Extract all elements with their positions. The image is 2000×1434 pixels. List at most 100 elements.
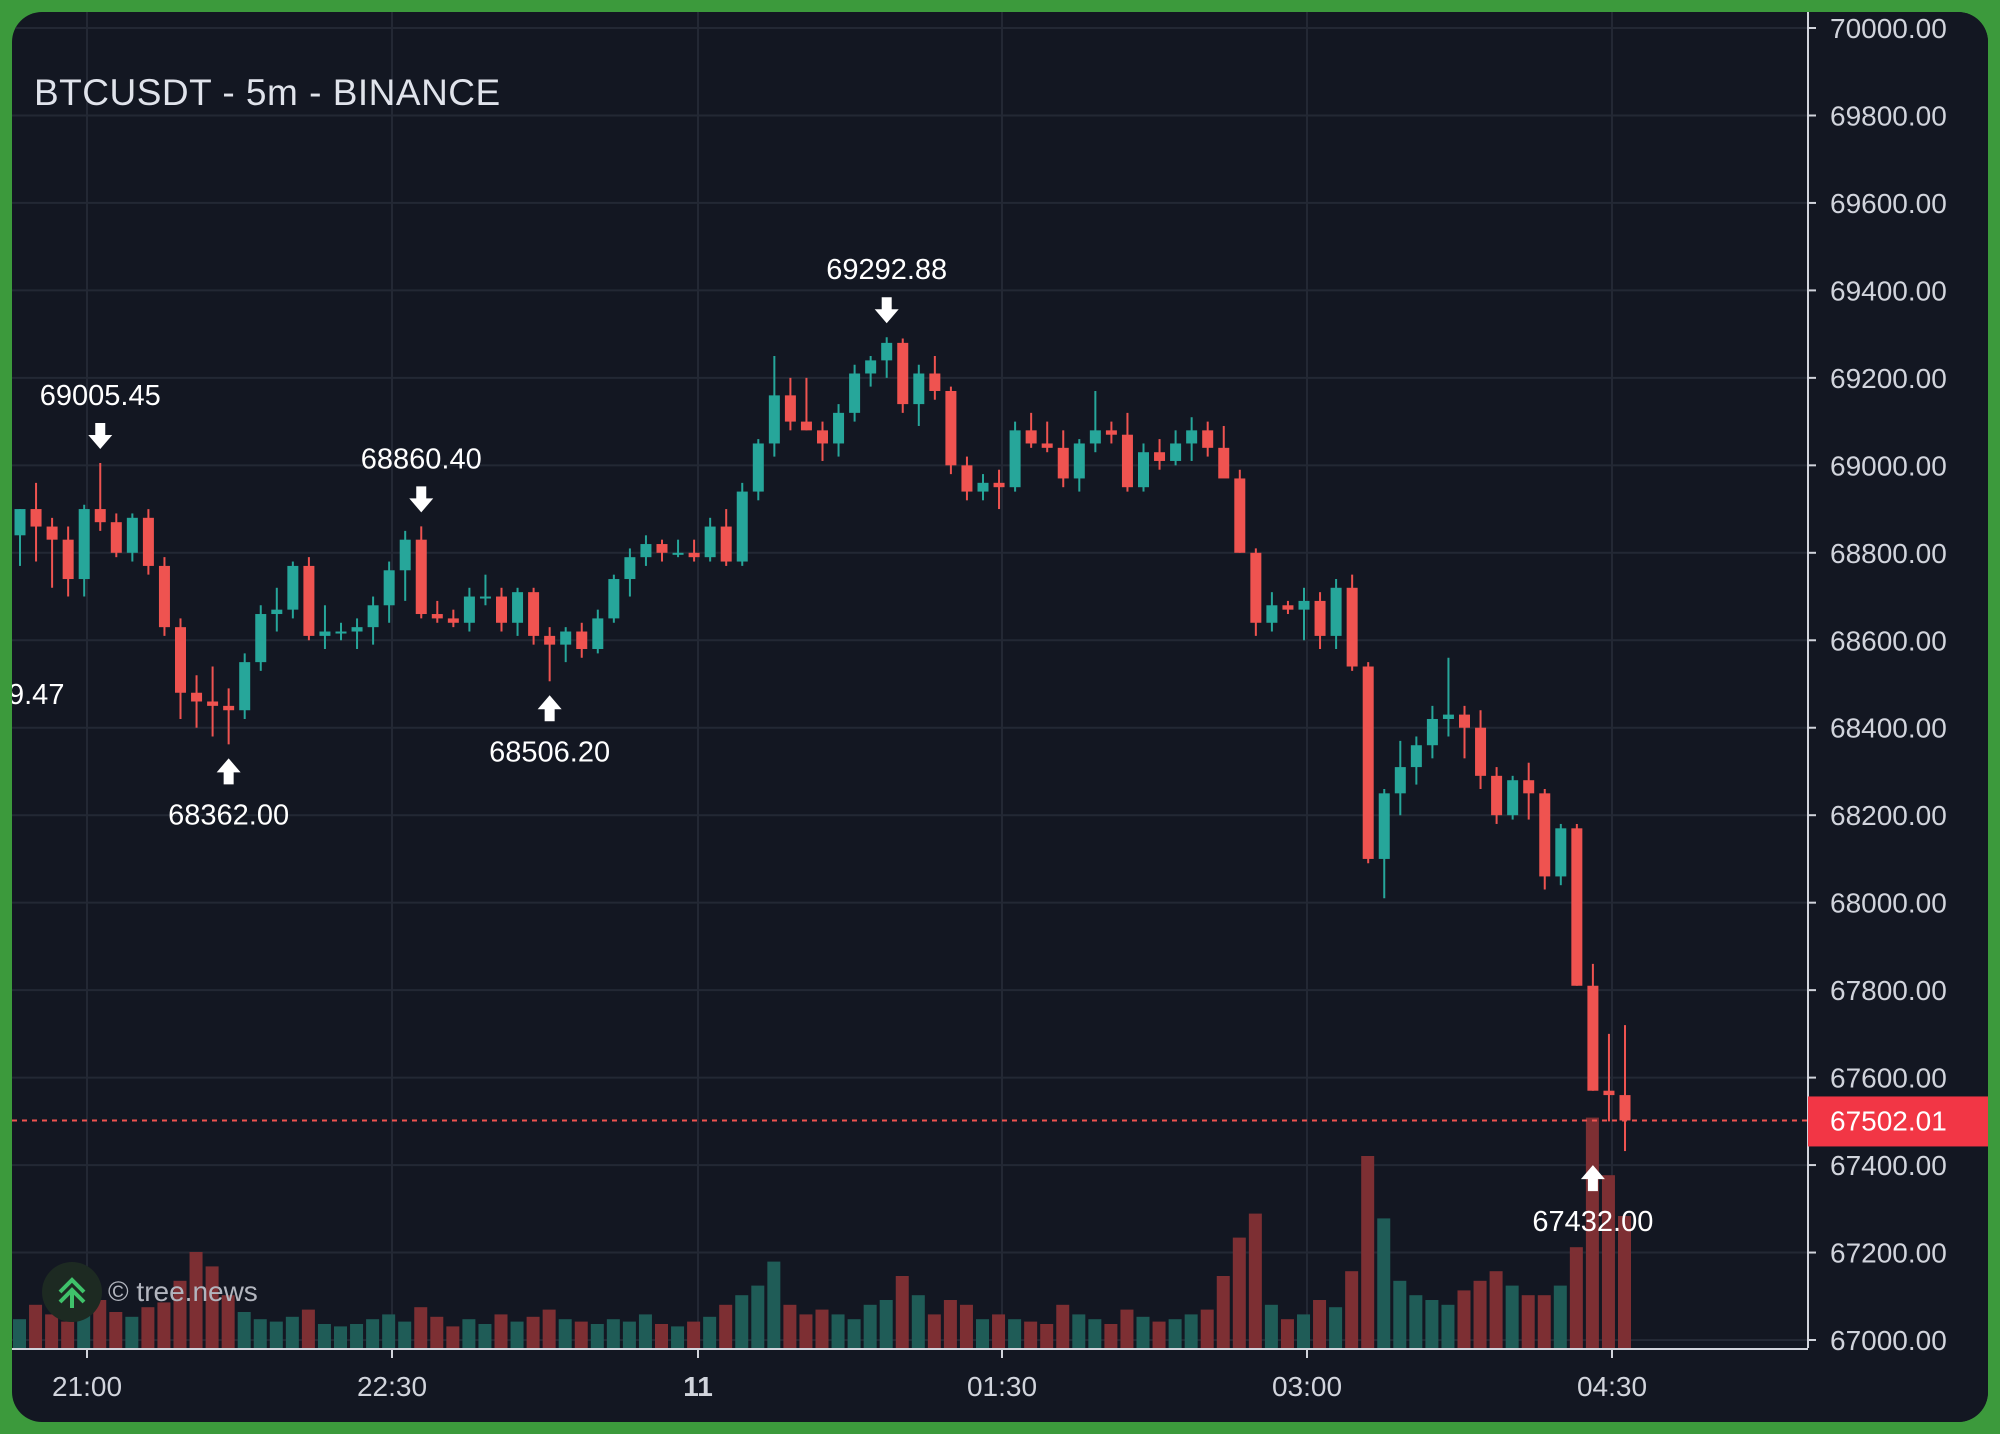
candle-body — [784, 395, 796, 422]
candle-body — [351, 627, 363, 632]
candle-body — [255, 614, 267, 663]
candle-body — [319, 631, 331, 636]
volume-bar — [478, 1324, 492, 1348]
candle-body — [1057, 447, 1069, 479]
annotation-label: 67432.00 — [1532, 1206, 1653, 1238]
candle-body — [624, 557, 636, 580]
candle-body — [399, 539, 411, 571]
volume-bar — [382, 1314, 396, 1348]
volume-bar — [671, 1326, 685, 1348]
candlestick-chart[interactable]: 69005.45 68362.00 68860.40 68506.20 69292.88… — [12, 12, 1988, 1422]
price-tick-label: 67200.00 — [1830, 1238, 1947, 1269]
volume-bar — [1457, 1290, 1471, 1348]
volume-bar — [1184, 1314, 1198, 1348]
candle-body — [512, 592, 524, 623]
candle-body — [1202, 430, 1214, 448]
volume-bar — [590, 1324, 604, 1348]
volume-bar — [1441, 1304, 1455, 1348]
time-tick-label: 21:00 — [52, 1371, 122, 1402]
volume-bar — [29, 1304, 43, 1348]
candle-body — [431, 614, 443, 619]
tree-news-logo-icon — [42, 1262, 102, 1322]
price-tick-label: 68200.00 — [1830, 800, 1947, 831]
price-axis[interactable]: 70000.00 69800.00 69600.00 69400.00 69200.00… — [1807, 12, 1988, 1422]
volume-bars — [12, 1117, 1808, 1350]
candle-body — [1410, 745, 1422, 768]
candle-body — [1330, 587, 1342, 636]
price-tick-label: 69800.00 — [1830, 100, 1947, 131]
volume-bar — [959, 1304, 973, 1348]
candle-body — [1523, 780, 1535, 794]
volume-bar — [45, 1314, 59, 1348]
volume-bar — [1168, 1319, 1182, 1348]
price-tick-label: 69000.00 — [1830, 450, 1947, 481]
volume-bar — [526, 1316, 540, 1348]
volume-bar — [1377, 1218, 1391, 1348]
annotation-label: 69292.88 — [826, 254, 947, 286]
candle-body — [463, 596, 475, 623]
candle-body — [383, 570, 395, 606]
volume-bar — [1345, 1271, 1359, 1348]
volume-bar — [1553, 1285, 1567, 1348]
candle-body — [1362, 666, 1374, 859]
candle-body — [849, 373, 861, 413]
time-axis[interactable]: 21:00 22:30 11 01:30 03:00 04:30 — [52, 1348, 1647, 1402]
candle-body — [1394, 767, 1406, 794]
candle-body — [1571, 828, 1583, 986]
volume-bar — [638, 1314, 652, 1348]
candle-body — [544, 635, 556, 645]
volume-bar — [1569, 1247, 1583, 1348]
volume-bar — [703, 1316, 717, 1348]
candle-body — [335, 631, 347, 634]
candle-body — [479, 596, 491, 599]
candle-body — [945, 390, 957, 466]
volume-bar — [1329, 1307, 1343, 1348]
candle-body — [929, 373, 941, 391]
volume-bar — [1104, 1324, 1118, 1348]
volume-bar — [173, 1280, 187, 1348]
candle-body — [1475, 727, 1487, 776]
price-tick-label: 69400.00 — [1830, 275, 1947, 306]
candle-body — [881, 342, 893, 361]
candle-body — [1105, 430, 1117, 435]
candle-body — [496, 596, 507, 623]
arrow-up-icon — [1580, 1165, 1605, 1192]
arrow-down-icon — [409, 486, 434, 513]
volume-bar — [1152, 1321, 1166, 1348]
volume-bar — [767, 1261, 781, 1348]
volume-bar — [1601, 1175, 1615, 1348]
price-tick-label: 67000.00 — [1830, 1325, 1947, 1356]
candle-body — [833, 412, 845, 444]
volume-bar — [93, 1300, 107, 1348]
volume-bar — [205, 1266, 219, 1348]
volume-bar — [927, 1314, 941, 1348]
candle-body — [800, 421, 812, 431]
volume-bar — [1505, 1285, 1519, 1348]
candle-body — [415, 539, 427, 615]
volume-bar — [446, 1326, 460, 1348]
candle-body — [94, 509, 106, 523]
candle-body — [688, 552, 700, 558]
candle-body — [1121, 434, 1133, 488]
chart-title: BTCUSDT - 5m - BINANCE — [34, 72, 501, 113]
price-tick-label: 67800.00 — [1830, 975, 1947, 1006]
candle-body — [271, 609, 283, 615]
volume-bar — [13, 1319, 26, 1348]
volume-bar — [430, 1316, 444, 1348]
volume-bar — [1072, 1314, 1086, 1348]
volume-bar — [1120, 1309, 1134, 1348]
volume-bar — [831, 1314, 845, 1348]
volume-bar — [799, 1314, 813, 1348]
volume-bar — [1200, 1309, 1214, 1348]
volume-bar — [269, 1321, 283, 1348]
candle-body — [1041, 443, 1053, 448]
volume-bar — [1537, 1295, 1551, 1348]
arrow-down-icon — [88, 422, 113, 449]
volume-bar — [1393, 1280, 1407, 1348]
left-edge-price-label: 9.47 — [12, 679, 64, 711]
price-tick-label: 69600.00 — [1830, 188, 1947, 219]
candle-body — [720, 526, 732, 562]
candle-body — [78, 509, 90, 580]
candle-body — [608, 579, 620, 619]
candle-body — [961, 465, 973, 492]
